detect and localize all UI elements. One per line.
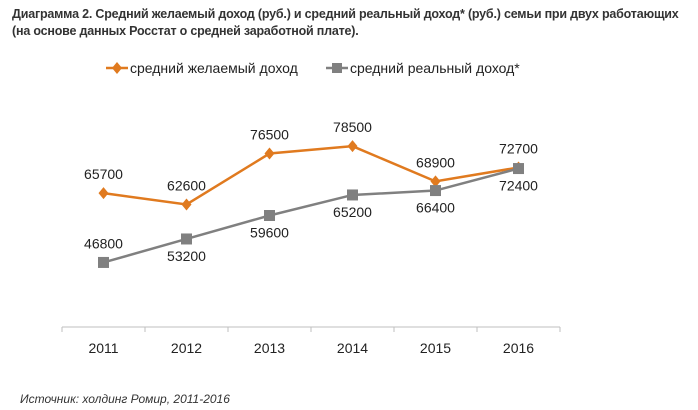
series-line-real [103,167,519,264]
legend-label: средний желаемый доход [130,60,298,76]
data-label: 76500 [250,127,289,143]
x-tick-label: 2015 [420,340,451,356]
x-tick-label: 2014 [337,340,368,356]
data-point [98,187,109,200]
x-tick-label: 2016 [503,340,534,356]
data-label: 53200 [167,248,206,264]
data-label: 66400 [416,200,455,216]
data-point [347,140,358,153]
legend-square-icon [332,63,342,73]
data-point [347,189,358,201]
data-point [430,185,441,197]
data-label: 78500 [333,119,372,135]
x-tick-label: 2012 [171,340,202,356]
x-tick-label: 2011 [88,340,118,356]
data-label: 72700 [499,140,538,156]
data-point [98,256,109,268]
data-point [264,147,275,160]
data-point [430,175,441,188]
x-axis: 2011 2012 2013 2014 2015 2016 [61,326,561,356]
data-point [513,163,524,175]
chart-title: Диаграмма 2. Средний желаемый доход (руб… [12,7,679,38]
data-point [264,210,275,221]
data-label: 46800 [84,235,123,251]
data-label: 62600 [167,177,206,193]
data-point [181,198,192,211]
legend-label: средний реальный доход* [350,60,520,76]
legend: средний желаемый доход средний реальный д… [106,60,520,76]
legend-diamond-icon [112,62,122,74]
source-note: Источник: холдинг Ромир, 2011-2016 [20,392,230,406]
series-line-desired [103,144,519,206]
x-tick-label: 2013 [254,340,285,356]
data-label: 65200 [333,204,372,220]
data-label: 72400 [499,178,538,194]
data-label: 68900 [416,154,455,170]
data-label: 59600 [250,225,289,241]
plot-area: 65700 62600 76500 78500 68900 72700 46800 53200… [84,119,538,268]
data-point [181,233,192,245]
data-label: 65700 [84,166,123,182]
